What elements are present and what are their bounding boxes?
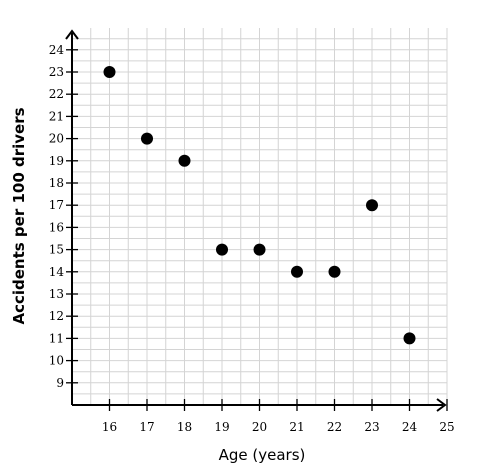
data-point [253, 243, 266, 256]
y-tick-label: 16 [49, 220, 64, 234]
y-tick-label: 15 [49, 243, 64, 257]
x-tick-label: 21 [289, 420, 304, 434]
x-axis-title: Age (years) [219, 446, 306, 464]
y-tick-label: 19 [49, 154, 64, 168]
y-tick-label: 10 [49, 354, 64, 368]
y-tick-label: 20 [49, 132, 64, 146]
y-tick-label: 13 [49, 287, 64, 301]
y-tick-label: 11 [49, 331, 64, 345]
y-tick-label: 9 [56, 376, 64, 390]
x-tick-label: 17 [139, 420, 154, 434]
y-tick-label: 23 [49, 65, 64, 79]
x-axis-arrow [436, 398, 447, 412]
data-point [403, 332, 416, 345]
data-points [103, 66, 416, 345]
x-tick-label: 20 [252, 420, 267, 434]
axes [65, 29, 447, 412]
x-tick-label: 25 [439, 420, 454, 434]
data-point [366, 199, 378, 212]
data-point [216, 243, 228, 256]
x-tick-label: 24 [402, 420, 418, 434]
x-tick-label: 22 [327, 420, 342, 434]
y-axis-title: Accidents per 100 drivers [10, 107, 28, 324]
y-tick-label: 21 [49, 109, 64, 123]
y-tick-label: 17 [49, 198, 64, 212]
x-tick-label: 18 [177, 420, 192, 434]
x-tick-label: 16 [102, 420, 117, 434]
data-point [103, 66, 116, 78]
y-tick-label: 24 [49, 43, 65, 57]
y-tick-label: 14 [49, 265, 65, 279]
x-tick-label: 23 [364, 420, 379, 434]
ticks: 16 17 18 19 20 21 22 23 24 25 9 10 11 12 13 14 15 16 17 18 1… [49, 43, 455, 434]
y-tick-label: 22 [49, 87, 64, 101]
data-point [141, 132, 153, 145]
y-tick-label: 18 [49, 176, 64, 190]
data-point [291, 265, 303, 278]
data-point [328, 265, 341, 278]
y-tick-label: 12 [49, 309, 64, 323]
grid [72, 28, 448, 405]
data-point [178, 154, 191, 167]
y-axis-arrow [65, 29, 79, 40]
x-tick-label: 19 [214, 420, 229, 434]
